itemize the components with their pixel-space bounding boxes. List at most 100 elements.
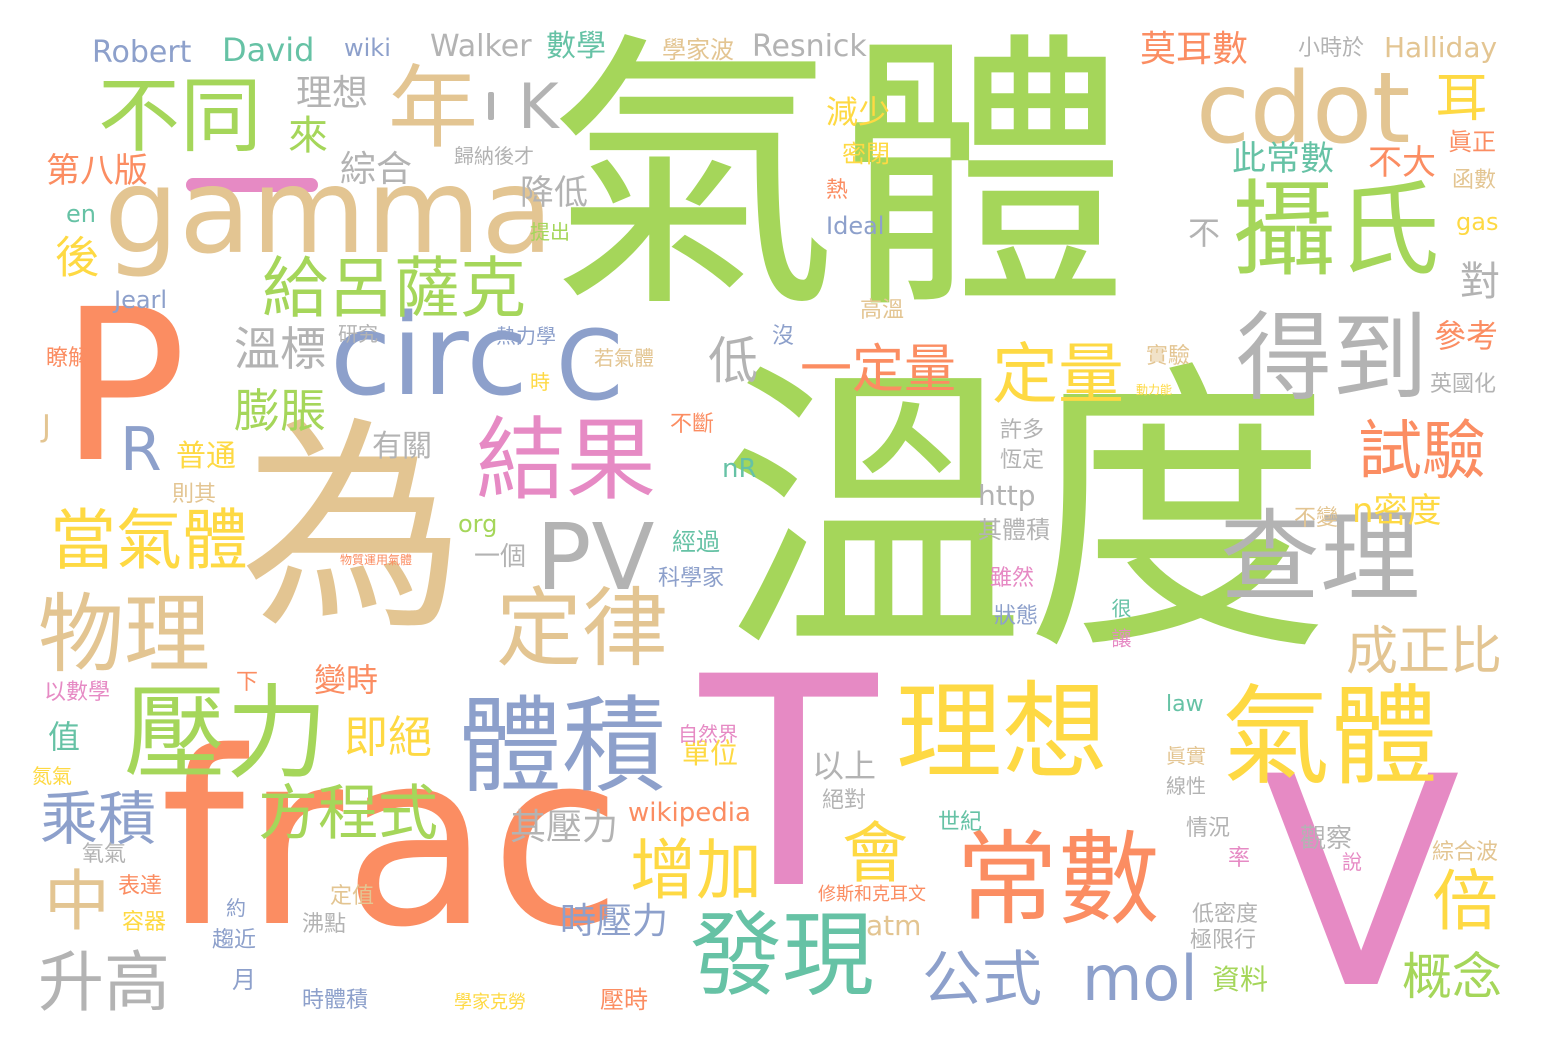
word-bei: 倍 (1421, 866, 1498, 932)
word-wenbiao: 溫標 (234, 322, 326, 376)
word-feidian: 沸點 (302, 912, 347, 937)
word-di: 低 (700, 334, 758, 384)
word-qitiji: 其體積 (978, 516, 1050, 544)
word-circ: circ (330, 291, 528, 421)
word-guancha: 觀察 (1300, 824, 1353, 854)
word-zengjia: 增加 (630, 832, 762, 909)
word-shuxue: 數學 (546, 29, 606, 64)
word-mol: mol (1082, 942, 1198, 1015)
word-chengji: 乘積 (40, 785, 157, 853)
word-yingguohua: 英國化 (1430, 372, 1497, 397)
word-hen: 很 (1108, 598, 1132, 618)
word-chengzhengbi: 成正比 (1346, 622, 1503, 682)
word-c: C (556, 310, 624, 422)
word-ruoqiti: 若氣體 (594, 346, 654, 370)
word-zhong: 中 (33, 866, 110, 932)
word-bianshi: 變時 (314, 661, 379, 699)
word-chali: 查理 (1220, 499, 1420, 616)
word-nian: 年 (388, 56, 478, 161)
word-shiyali: 時壓力 (560, 901, 669, 942)
word-xuejiabo: 學家波 (662, 36, 734, 64)
word-dimidu: 低密度 (1192, 902, 1259, 927)
word-yue2: 月 (232, 966, 256, 994)
word-lixiang: 理想 (896, 671, 1108, 794)
word-geilusake: 給呂薩克 (262, 250, 526, 327)
word-jingguo: 經過 (672, 528, 720, 556)
word-qiti2: 氣體 (1222, 675, 1439, 800)
word-cankao: 參考 (1434, 317, 1499, 355)
word-zhi: 值 (43, 720, 81, 752)
word-n-midu: n密度 (1352, 491, 1442, 531)
word-http: http (978, 479, 1036, 512)
word-ziranjie: 自然界 (678, 722, 738, 746)
word-dedao: 得到 (1236, 302, 1428, 414)
word-xiaoshiyu: 小時於 (1298, 36, 1365, 61)
word-youguan: 有關 (372, 429, 432, 464)
word-bu: 不 (1183, 216, 1221, 248)
word-robert: Robert (92, 35, 192, 70)
word-yali: 壓力 (124, 675, 328, 794)
word-buduan: 不斷 (670, 412, 715, 437)
word-donglineng: 動力能 (1136, 383, 1173, 397)
word-gamma: gamma (104, 142, 554, 280)
word-mibi: 密閉 (842, 140, 890, 168)
word-wei: 為 (240, 399, 465, 661)
word-lixiang-small: 理想 (296, 73, 369, 114)
word-jiangdi: 降低 (520, 173, 588, 213)
word-rang: 讓 (1108, 628, 1132, 648)
word-xia: 下 (236, 670, 259, 695)
word-qiti-big: 氣體 (548, 10, 1128, 347)
word-org: org (458, 510, 498, 538)
word-lai: 來 (281, 114, 327, 154)
word-tichu: 提出 (530, 220, 570, 244)
word-hanshu: 函數 (1452, 168, 1497, 193)
word-gas: gas (1456, 208, 1499, 236)
word-ideal: Ideal (826, 212, 885, 240)
word-yige: 一個 (474, 542, 527, 572)
word-en: en (66, 200, 96, 228)
word-wendu: 溫度 (720, 337, 1330, 692)
word-pengzhang: 膨脹 (234, 384, 326, 438)
word-buda: 不大 (1368, 143, 1436, 183)
word-jearl: Jearl (114, 286, 168, 314)
word-liaojie: 瞭解 (46, 346, 91, 371)
word-shiyan2: 實驗 (1146, 344, 1191, 369)
word-nr: nR (722, 454, 757, 484)
word-relixue: 熱力學 (496, 324, 556, 348)
word-zhenshi: 眞實 (1166, 744, 1206, 768)
word-wuli: 物理 (38, 585, 210, 685)
word-cdot: cdot (1196, 52, 1411, 166)
word-bachangshu: 此常數 (1232, 139, 1334, 179)
word-tiji: 體積 (458, 685, 667, 807)
word-danqi: 氮氣 (32, 764, 72, 788)
word-qujin: 趨近 (212, 928, 257, 953)
word-butong: 不同 (98, 69, 263, 164)
word-lv: 率 (1228, 846, 1251, 871)
word-dingzhi: 定值 (330, 884, 375, 909)
word-david: David (222, 31, 315, 69)
word-xianxing: 線性 (1166, 774, 1206, 798)
word-yangqi: 氧氣 (82, 842, 127, 867)
word-zhenzheng: 眞正 (1448, 128, 1496, 156)
word-sheshi: 攝氏 (1232, 169, 1441, 291)
word-shiji: 世紀 (938, 810, 983, 835)
word-biaoda: 表達 (118, 874, 163, 899)
word-law: law (1166, 692, 1204, 717)
word-hui: 會 (831, 818, 908, 884)
word-yanjiu: 研究 (338, 322, 378, 346)
word-yue: 約 (226, 896, 246, 920)
word-dibaban: 第八版 (46, 151, 148, 191)
word-zeqi: 則其 (172, 482, 217, 507)
word-shuo: 說 (1342, 850, 1362, 874)
word-shitiji: 時體積 (302, 988, 369, 1013)
word-wikipedia: wikipedia (628, 798, 751, 828)
word-kexuejia: 科學家 (658, 566, 725, 591)
word-hou: 後 (47, 234, 98, 278)
word-juedui: 絕對 (822, 788, 867, 813)
word-resnick: Resnick (752, 29, 867, 64)
word-putong: 普通 (176, 439, 236, 474)
word-faxian: 發現 (690, 902, 875, 1009)
word-qiyali: 其壓力 (510, 807, 619, 848)
word-dangqiti: 當氣體 (50, 502, 248, 579)
